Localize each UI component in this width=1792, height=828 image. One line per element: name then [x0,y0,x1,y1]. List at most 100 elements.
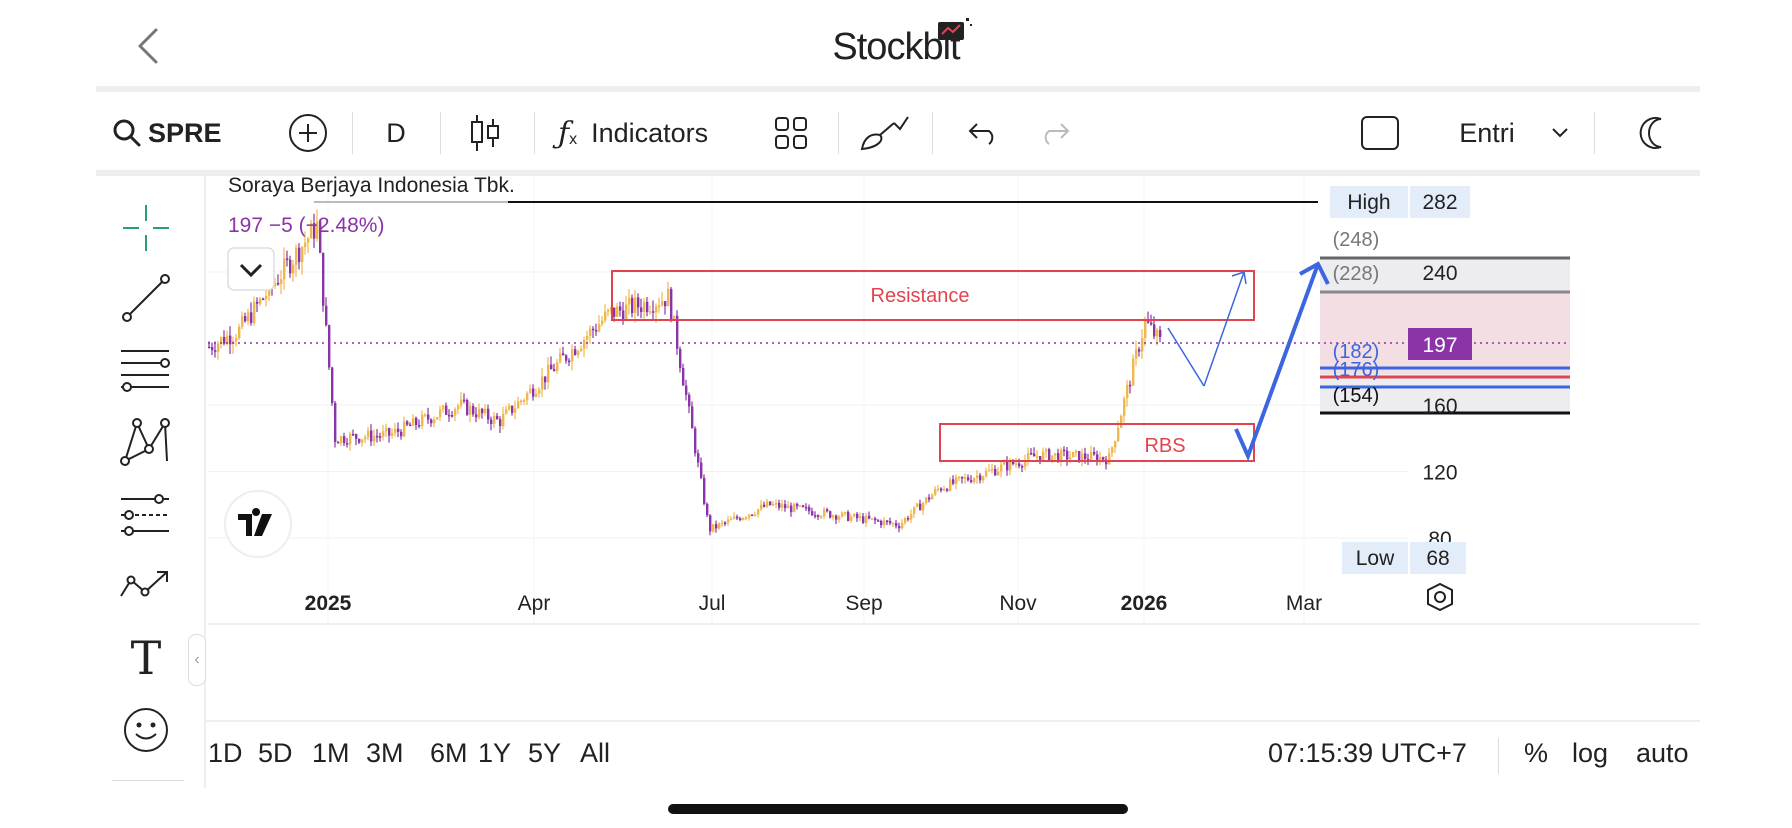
price-tick: 160 [1422,395,1457,418]
candle-body [1039,456,1042,461]
price-tick: 120 [1422,462,1457,485]
candle-body [736,516,739,519]
candle-body [661,301,664,306]
trendline-tool[interactable] [116,268,176,328]
tradingview-logo[interactable] [224,490,292,558]
pattern-tool[interactable] [116,412,176,472]
layout-name[interactable]: Entri [1459,117,1515,148]
candle-body [535,393,538,397]
range-button-1y[interactable]: 1Y [478,738,512,768]
candle-body [532,388,535,397]
candle-body [226,335,229,344]
emoji-tool[interactable] [116,700,176,760]
candle-body [658,305,661,307]
brush-icon [860,116,909,151]
candle-body [1021,466,1024,468]
header-divider [96,86,1700,92]
axis-settings-button[interactable] [1427,582,1453,612]
candle-body [283,258,286,280]
compare-button[interactable] [278,96,338,170]
back-button[interactable] [128,24,168,70]
range-button-6m[interactable]: 6M [430,738,468,768]
candle-body [457,405,460,410]
range-button-1d[interactable]: 1D [208,738,243,768]
range-button-1m[interactable]: 1M [312,738,350,768]
candle-body [277,282,280,285]
candle-body [505,409,508,414]
candle-body [994,468,997,476]
candle-body [340,436,343,444]
thick-arrow-up [1234,263,1320,462]
candle-body [802,505,805,508]
candle-body [1099,457,1102,463]
chart-type-button[interactable] [460,96,510,170]
candle-body [985,470,988,477]
candle-body [412,417,415,426]
fullscreen-button[interactable] [1350,96,1410,170]
candle-body [667,288,670,307]
layout-dropdown[interactable] [1540,96,1580,170]
theme-toggle[interactable] [1628,96,1678,170]
candle-body [685,385,688,395]
candle-body [475,414,478,418]
candle-body [346,443,349,445]
symbol-label: SPRE [148,117,222,148]
auto-toggle[interactable]: auto [1636,738,1689,768]
candle-body [793,503,796,513]
tradingview-logo-icon [238,508,272,536]
candle-body [385,428,388,432]
log-toggle[interactable]: log [1572,738,1609,768]
candle-body [550,364,553,370]
emoji-icon [124,708,168,752]
candle-body [211,346,214,351]
candle-body [865,515,868,523]
legend-toggle-button[interactable] [227,247,275,291]
function-icon-sub: x [569,131,578,148]
resistance-box[interactable] [611,270,1255,321]
candle-body [214,350,217,352]
collapse-toolbar-button[interactable]: ‹ [188,634,206,686]
symbol-search[interactable]: SPRE [112,96,242,170]
range-button-5y[interactable]: 5Y [528,738,562,768]
range-button-5d[interactable]: 5D [258,738,293,768]
candle-body [1057,453,1060,462]
candle-body [253,301,256,324]
forecast-tool[interactable] [116,486,176,546]
percent-toggle[interactable]: % [1524,738,1549,768]
path-tool[interactable] [116,556,176,616]
time-tick: Mar [1286,592,1322,615]
candle-body [559,353,562,363]
toolbar-divider [1594,112,1595,154]
fib-tool[interactable] [116,340,176,400]
candle-body [493,415,496,425]
redo-button[interactable] [1024,96,1084,170]
candle-body [826,509,829,512]
candle-body [613,307,616,317]
candle-body [1015,463,1018,465]
candle-body [241,316,244,327]
layout-button[interactable] [766,96,816,170]
candle-body [805,507,808,509]
candle-body [835,515,838,520]
level-label-154: (154) [1333,385,1380,407]
undo-button[interactable] [954,96,1014,170]
range-button-all[interactable]: All [580,738,611,768]
candle-body [847,512,850,521]
candle-body [358,438,361,443]
candle-body [664,301,667,307]
range-button-3m[interactable]: 3M [366,738,404,768]
candle-body [244,316,247,322]
candle-body [859,516,862,519]
candle-body [544,376,547,383]
crosshair-tool[interactable] [116,198,176,258]
drawing-mode-button[interactable] [854,96,914,170]
function-icon: ƒ [558,115,570,151]
candle-body [823,509,826,517]
interval-button[interactable]: D [386,117,406,148]
text-tool[interactable]: T [116,628,176,688]
candle-body [703,477,706,504]
candle-body [1003,461,1006,465]
toolbar-bottom-line [112,780,184,781]
